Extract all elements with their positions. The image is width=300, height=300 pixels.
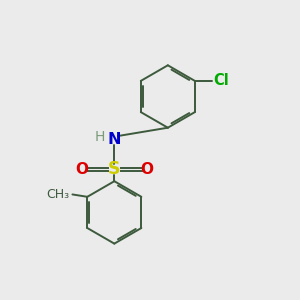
Text: N: N xyxy=(108,132,121,147)
Text: O: O xyxy=(140,162,154,177)
Text: O: O xyxy=(75,162,88,177)
Text: Cl: Cl xyxy=(213,74,229,88)
Text: S: S xyxy=(108,160,121,178)
Text: CH₃: CH₃ xyxy=(46,188,70,201)
Text: H: H xyxy=(95,130,105,144)
